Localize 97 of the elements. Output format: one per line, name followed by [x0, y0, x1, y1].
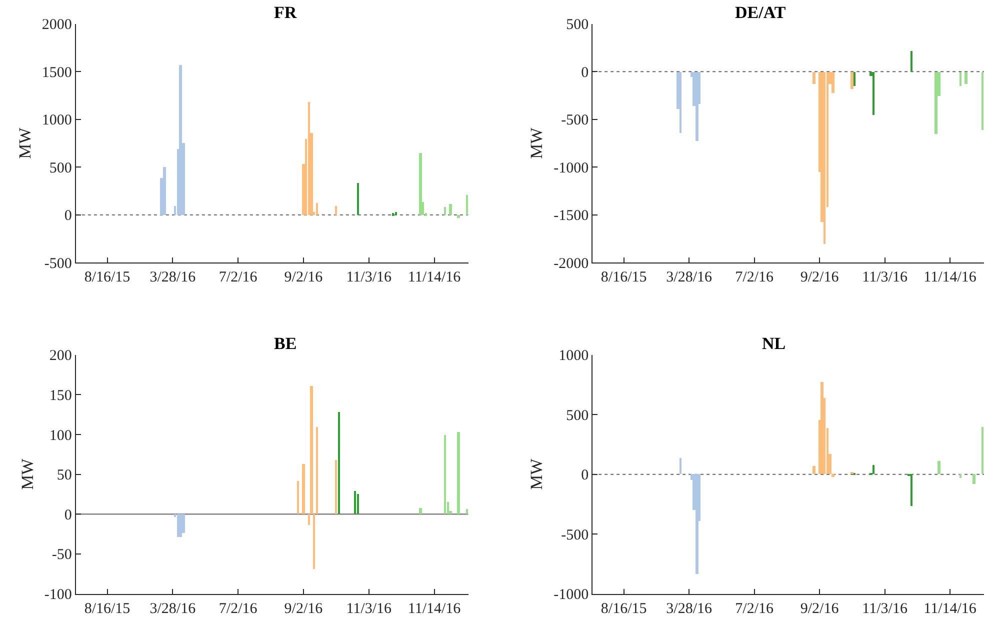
bar [308, 514, 310, 525]
chart-title: NL [762, 334, 786, 353]
bar [982, 426, 984, 474]
bar [820, 382, 824, 474]
x-tick-label: 7/2/16 [735, 270, 774, 286]
bar [456, 432, 460, 514]
bar [162, 166, 166, 215]
x-tick-label: 11/14/16 [408, 600, 462, 617]
y-tick-label: -500 [561, 112, 589, 129]
bar [960, 474, 962, 478]
bar [696, 474, 699, 574]
y-tick-label: 1000 [558, 348, 589, 364]
bar [466, 194, 468, 215]
y-tick-label: -2000 [554, 256, 589, 272]
x-tick-label: 8/16/15 [600, 600, 647, 617]
bar [354, 490, 356, 514]
bar [910, 474, 913, 506]
bar [392, 212, 394, 216]
bar [832, 474, 835, 477]
bar [444, 206, 446, 215]
bar [456, 214, 460, 218]
bar [176, 514, 179, 537]
y-tick-label: 50 [56, 468, 72, 484]
x-tick-label: 3/28/16 [666, 270, 712, 286]
y-axis-title: MW [15, 126, 34, 159]
bar [308, 102, 310, 215]
bar [680, 458, 682, 474]
bar [178, 514, 182, 537]
y-tick-label: 1000 [42, 112, 72, 129]
x-tick-label: 11/3/16 [862, 270, 908, 286]
bar [466, 508, 468, 514]
bar [312, 514, 315, 569]
y-axis-title: MW [527, 126, 546, 159]
bar [938, 460, 941, 474]
y-tick-label: 0 [581, 64, 589, 81]
y-axis-title: MW [527, 458, 546, 490]
x-tick-label: 7/2/16 [218, 600, 258, 617]
bar [178, 64, 182, 215]
bar [418, 152, 422, 215]
bar [812, 466, 816, 474]
bar [356, 182, 359, 215]
bar [334, 460, 337, 514]
x-tick-label: 11/14/16 [924, 270, 977, 286]
y-tick-label: 0 [64, 208, 72, 224]
y-tick-label: 0 [581, 468, 589, 484]
y-tick-label: 500 [49, 160, 72, 176]
bar [872, 464, 875, 474]
x-tick-label: 7/2/16 [735, 600, 774, 617]
y-tick-label: -100 [44, 587, 72, 604]
bar [182, 514, 185, 533]
x-tick-label: 3/28/16 [666, 600, 712, 617]
bar [448, 204, 452, 215]
bar [972, 474, 976, 484]
x-tick-label: 9/2/16 [800, 600, 840, 617]
y-tick-label: -50 [52, 547, 72, 564]
y-tick-label: 500 [566, 17, 589, 34]
bar [310, 386, 313, 514]
y-axis-title: MW [18, 458, 37, 490]
bar [418, 508, 422, 514]
x-tick-label: 7/2/16 [218, 270, 258, 286]
x-tick-label: 9/2/16 [284, 600, 324, 617]
y-tick-label: 200 [49, 348, 72, 364]
bar [444, 434, 446, 514]
x-tick-label: 11/14/16 [408, 270, 462, 286]
x-tick-label: 11/3/16 [862, 600, 908, 617]
bar [394, 212, 397, 215]
bar [338, 412, 340, 514]
x-tick-label: 8/16/15 [84, 600, 130, 617]
x-tick-label: 11/14/16 [924, 600, 977, 617]
bar [302, 464, 305, 514]
x-tick-label: 11/3/16 [346, 270, 392, 286]
x-tick-label: 8/16/15 [84, 270, 130, 286]
bar [356, 494, 359, 514]
bar [334, 206, 337, 215]
y-tick-label: 1500 [42, 64, 72, 81]
x-tick-label: 3/28/16 [150, 600, 196, 617]
y-tick-label: -1500 [554, 208, 589, 224]
y-tick-label: -500 [561, 527, 589, 544]
x-tick-label: 8/16/15 [600, 270, 647, 286]
chart-title: DE/AT [735, 3, 786, 22]
bar [316, 202, 318, 215]
y-tick-label: 2000 [42, 17, 72, 34]
chart-title: FR [274, 3, 298, 22]
y-tick-label: -1000 [554, 160, 589, 176]
y-tick-label: 150 [49, 388, 72, 404]
chart-title: BE [274, 334, 297, 353]
x-tick-label: 11/3/16 [346, 600, 392, 617]
x-tick-label: 9/2/16 [800, 270, 840, 286]
bar [296, 480, 299, 514]
x-tick-label: 3/28/16 [150, 270, 196, 286]
x-tick-label: 9/2/16 [284, 270, 324, 286]
y-tick-label: 100 [49, 428, 72, 444]
y-tick-label: -500 [44, 256, 72, 272]
bar [316, 426, 318, 514]
y-tick-label: -1000 [554, 587, 589, 604]
y-tick-label: 500 [566, 408, 589, 424]
y-tick-label: 0 [64, 507, 72, 524]
